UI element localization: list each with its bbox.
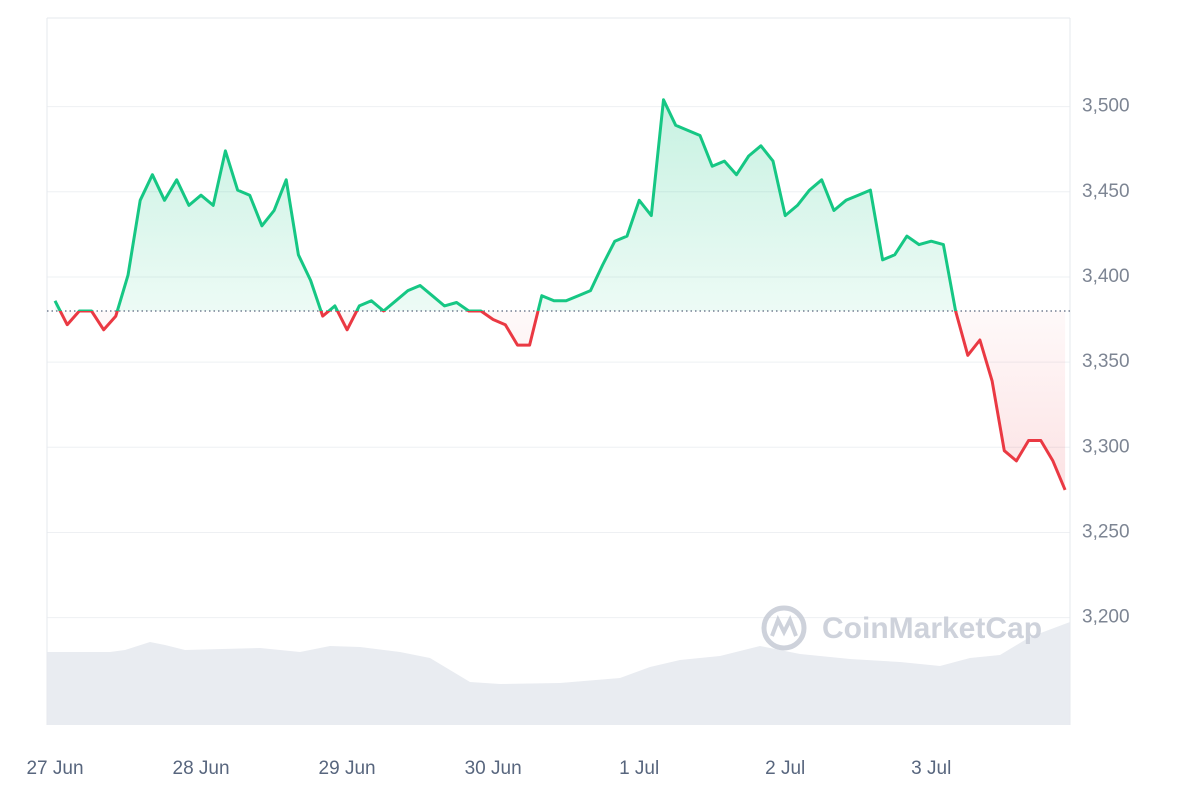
watermark-logo-mark <box>770 615 798 637</box>
y-tick-label: 3,450 <box>1082 181 1130 202</box>
y-tick-label: 3,250 <box>1082 522 1130 543</box>
y-tick-label: 3,300 <box>1082 436 1130 457</box>
x-tick-label: 3 Jul <box>911 758 951 779</box>
x-tick-label: 1 Jul <box>619 758 659 779</box>
x-tick-label: 29 Jun <box>319 758 376 779</box>
x-tick-label: 30 Jun <box>465 758 522 779</box>
volume-area <box>47 622 1070 725</box>
x-tick-label: 28 Jun <box>173 758 230 779</box>
x-tick-label: 2 Jul <box>765 758 805 779</box>
watermark: CoinMarketCap <box>761 605 1042 651</box>
watermark-logo <box>761 605 807 651</box>
y-tick-label: 3,200 <box>1082 607 1130 628</box>
y-tick-label: 3,350 <box>1082 351 1130 372</box>
y-tick-label: 3,500 <box>1082 96 1130 117</box>
price-line <box>53 98 1067 491</box>
y-tick-label: 3,400 <box>1082 266 1130 287</box>
watermark-text: CoinMarketCap <box>822 612 1042 645</box>
series <box>47 98 1070 491</box>
x-tick-label: 27 Jun <box>26 758 83 779</box>
grid <box>47 106 1070 619</box>
labels: 3,200 3,250 3,300 3,350 3,400 3,450 3,500 27 Ju… <box>26 96 1129 779</box>
area-fill <box>55 99 1066 490</box>
